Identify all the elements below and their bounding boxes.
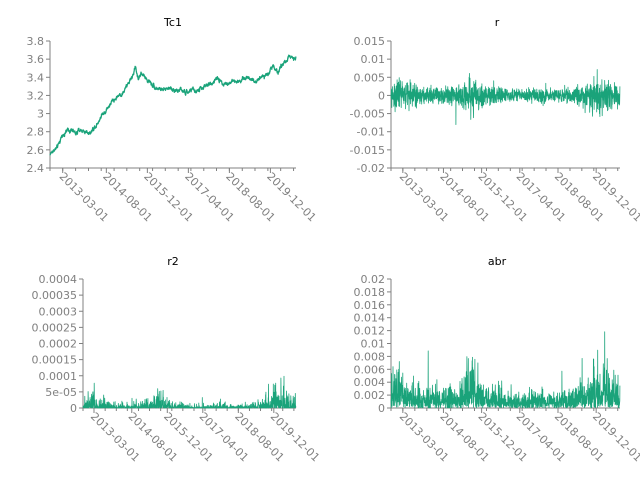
y-tick-label: 0.002 bbox=[354, 389, 386, 402]
chart-title-tc1: Tc1 bbox=[163, 16, 182, 29]
y-tick-label: -0.02 bbox=[357, 162, 385, 175]
y-tick-label: 3.4 bbox=[27, 71, 45, 84]
y-tick-label: 5e-05 bbox=[45, 386, 77, 399]
y-tick-label: 0.006 bbox=[354, 363, 386, 376]
y-tick-label: 0.018 bbox=[354, 286, 386, 299]
chart-title-r2: r2 bbox=[167, 255, 179, 268]
y-tick-label: -0.005 bbox=[350, 108, 385, 121]
y-tick-label: 0.01 bbox=[361, 53, 386, 66]
y-tick-label: 3 bbox=[37, 108, 44, 121]
y-tick-label: 0.008 bbox=[354, 350, 386, 363]
y-tick-label: 2.8 bbox=[27, 126, 45, 139]
chart-panel-r: r -0.02-0.015-0.01-0.00500.0050.010.0152… bbox=[350, 16, 640, 224]
chart-title-abr: abr bbox=[488, 255, 507, 268]
y-tick-label: 0 bbox=[70, 402, 77, 415]
chart-title-r: r bbox=[495, 16, 500, 29]
y-tick-label: 0.0002 bbox=[39, 338, 78, 351]
series-line-abr bbox=[390, 331, 621, 409]
y-tick-label: 0.0003 bbox=[39, 305, 78, 318]
series-line-r2 bbox=[82, 375, 297, 409]
y-tick-label: 2.4 bbox=[27, 162, 45, 175]
y-tick-label: 3.2 bbox=[27, 89, 45, 102]
series-line-tc1 bbox=[49, 54, 297, 156]
y-tick-label: 0.02 bbox=[361, 273, 386, 286]
y-tick-label: 3.6 bbox=[27, 53, 45, 66]
y-tick-label: 0.015 bbox=[354, 35, 386, 48]
y-tick-label: -0.01 bbox=[357, 126, 385, 139]
y-tick-label: 0.00015 bbox=[32, 354, 78, 367]
chart-panel-abr: abr 00.0020.0040.0060.0080.010.0120.0140… bbox=[354, 255, 640, 464]
y-tick-label: 0.0004 bbox=[39, 273, 78, 286]
y-tick-label: 0 bbox=[378, 402, 385, 415]
y-tick-label: 0.016 bbox=[354, 299, 386, 312]
y-tick-label: 0.00035 bbox=[32, 289, 78, 302]
y-tick-label: 2.6 bbox=[27, 144, 45, 157]
y-tick-label: 3.8 bbox=[27, 35, 45, 48]
y-tick-label: 0.012 bbox=[354, 325, 386, 338]
chart-panel-tc1: Tc1 2.42.62.833.23.43.63.82013-03-012014… bbox=[27, 16, 319, 224]
y-tick-label: 0.014 bbox=[354, 312, 386, 325]
y-tick-label: 0.00025 bbox=[32, 321, 78, 334]
series-line-r bbox=[390, 69, 621, 125]
y-tick-label: 0.0001 bbox=[39, 370, 78, 383]
y-tick-label: -0.015 bbox=[350, 144, 385, 157]
y-tick-label: 0 bbox=[378, 89, 385, 102]
chart-panel-r2: r2 0 5e-05 0.0001 0.00015 0.0002 0.00025 0.000… bbox=[32, 255, 323, 464]
y-tick-label: 0.004 bbox=[354, 376, 386, 389]
y-tick-label: 0.005 bbox=[354, 71, 386, 84]
y-tick-label: 0.01 bbox=[361, 338, 386, 351]
